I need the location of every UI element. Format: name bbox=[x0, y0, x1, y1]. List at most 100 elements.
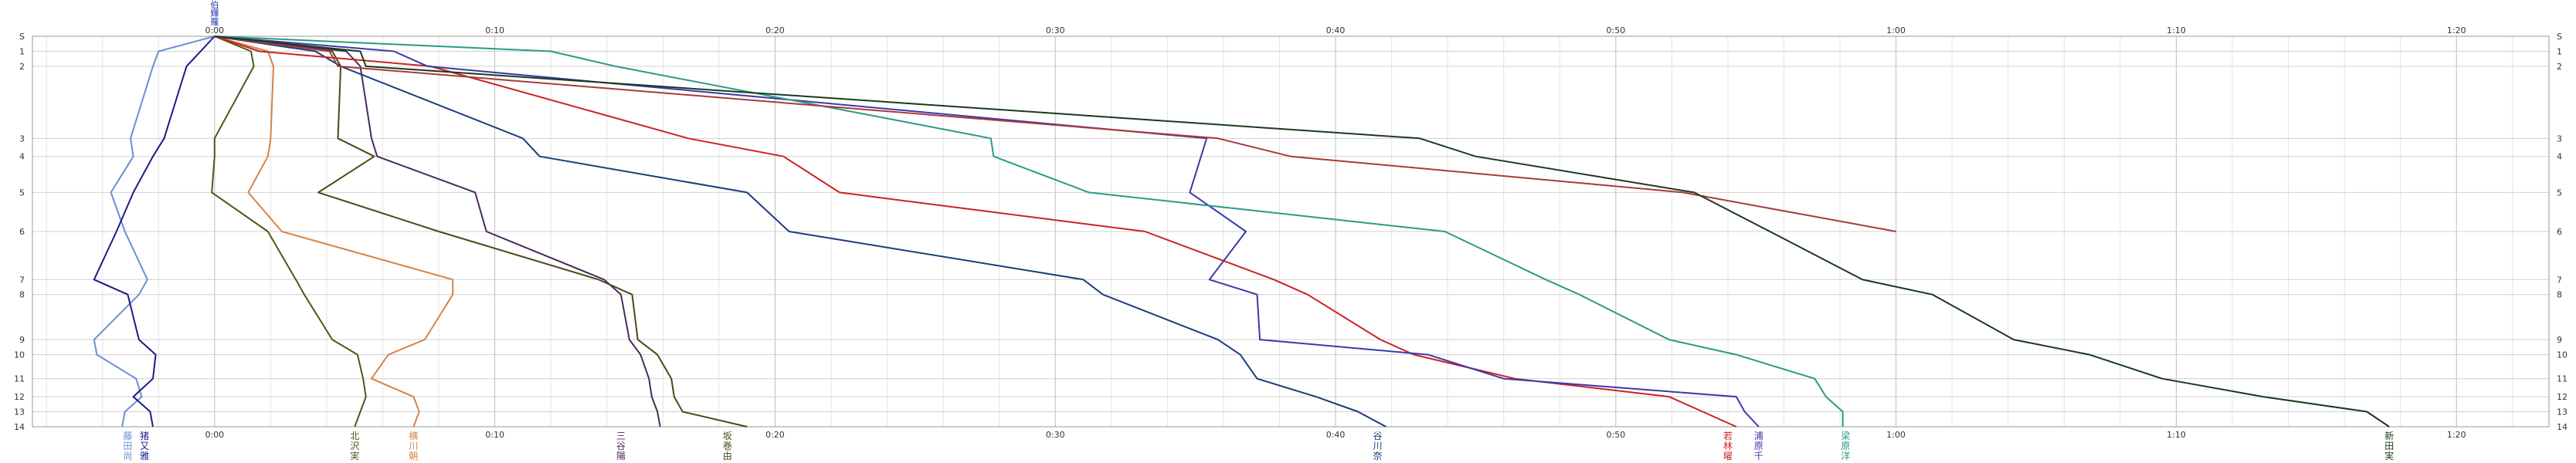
x-tick-label-top: 0:10 bbox=[485, 25, 504, 35]
top-marker-label: 伯 bbox=[210, 0, 219, 10]
x-tick-label-bottom: 1:20 bbox=[2447, 430, 2466, 440]
series-label-char: 田 bbox=[123, 441, 132, 451]
row-label-left: 9 bbox=[19, 335, 25, 345]
x-tick-label-bottom: 0:40 bbox=[1326, 430, 1346, 440]
row-label-left: S bbox=[19, 32, 25, 42]
row-label-right: 11 bbox=[2557, 374, 2568, 384]
x-tick-label-top: 1:00 bbox=[1886, 25, 1906, 35]
x-tick-label-top: 0:40 bbox=[1326, 25, 1346, 35]
row-label-right: 8 bbox=[2557, 290, 2562, 300]
x-tick-label-top: 0:30 bbox=[1046, 25, 1065, 35]
row-label-left: 3 bbox=[19, 133, 25, 144]
series-line bbox=[214, 35, 2390, 428]
series-label-char: 尚 bbox=[123, 451, 132, 461]
series-label-char: 実 bbox=[350, 450, 359, 461]
series-label-char: 梁 bbox=[1841, 430, 1850, 441]
series-label-char: 洋 bbox=[1841, 450, 1850, 461]
row-label-right: 3 bbox=[2557, 133, 2562, 144]
row-label-right: 13 bbox=[2557, 407, 2568, 417]
series-label-char: 沢 bbox=[350, 441, 359, 451]
series-line bbox=[211, 35, 367, 428]
x-tick-label-bottom: 0:00 bbox=[205, 430, 224, 440]
series-label-char: 陽 bbox=[616, 451, 626, 461]
row-label-right: 12 bbox=[2557, 392, 2568, 402]
top-markers: 伯輝羅 bbox=[210, 0, 219, 27]
row-label-right: 14 bbox=[2557, 422, 2568, 432]
row-label-right: 4 bbox=[2557, 152, 2562, 162]
x-tick-label-bottom: 0:30 bbox=[1046, 430, 1065, 440]
series-line bbox=[214, 35, 1760, 428]
series-label-char: 新 bbox=[2384, 430, 2394, 441]
series-label-char: 巻 bbox=[723, 441, 732, 451]
x-tick-label-top: 0:20 bbox=[765, 25, 785, 35]
x-tick-label-top: 1:20 bbox=[2447, 25, 2466, 35]
series-label-char: 実 bbox=[2384, 450, 2394, 461]
row-label-right: 7 bbox=[2557, 275, 2562, 285]
series-label-char: 川 bbox=[409, 441, 418, 451]
series-line bbox=[214, 35, 661, 428]
series-label-char: 北 bbox=[350, 431, 359, 441]
series-label-char: 横 bbox=[409, 431, 418, 441]
row-label-left: 8 bbox=[19, 290, 25, 300]
row-label-left: 12 bbox=[14, 392, 25, 402]
series-line bbox=[93, 35, 216, 428]
series-label-char: 谷 bbox=[1373, 431, 1382, 441]
series-line bbox=[214, 35, 1844, 427]
row-label-right: 6 bbox=[2557, 227, 2562, 237]
top-marker-label: 輝 bbox=[210, 8, 219, 19]
series-label-char: 浦 bbox=[1754, 431, 1763, 441]
x-tick-label-top: 0:00 bbox=[205, 25, 224, 35]
row-label-left: 10 bbox=[14, 350, 25, 360]
x-tick-labels: 0:00 0:00 0:10 0:10 0:20 0:20 0:30 0:30 0:40 0:40… bbox=[205, 25, 2466, 440]
major-gridlines bbox=[32, 36, 2549, 428]
row-label-left: 4 bbox=[19, 152, 25, 162]
series-label-char: 藤 bbox=[123, 431, 132, 441]
series-line bbox=[214, 35, 454, 428]
x-tick-label-top: 1:10 bbox=[2167, 25, 2186, 35]
row-label-left: 14 bbox=[14, 422, 25, 432]
series-label-char: 三 bbox=[616, 431, 626, 441]
row-label-right: 10 bbox=[2557, 350, 2568, 360]
series-label-char: 田 bbox=[2384, 441, 2394, 451]
series-line bbox=[214, 35, 1737, 428]
series-label-char: 雅 bbox=[140, 450, 149, 461]
row-label-left: 11 bbox=[14, 374, 25, 384]
row-label-left: 2 bbox=[19, 62, 25, 72]
series-label-char: 由 bbox=[723, 451, 732, 461]
series-line bbox=[214, 35, 748, 428]
x-tick-label-bottom: 1:00 bbox=[1886, 430, 1906, 440]
series-label-char: 曜 bbox=[1723, 451, 1733, 461]
row-label-right: 5 bbox=[2557, 188, 2562, 198]
series-label-char: 川 bbox=[1373, 441, 1382, 451]
x-tick-label-bottom: 1:10 bbox=[2167, 430, 2186, 440]
series-label-char: 原 bbox=[1754, 441, 1763, 451]
x-tick-label-top: 0:50 bbox=[1607, 25, 1626, 35]
series-label-char: 奈 bbox=[1373, 451, 1382, 461]
series-label-char: 原 bbox=[1841, 441, 1850, 451]
row-label-left: 7 bbox=[19, 275, 25, 285]
row-label-right: 2 bbox=[2557, 62, 2562, 72]
x-tick-label-bottom: 0:50 bbox=[1607, 430, 1626, 440]
series-lines bbox=[93, 35, 2390, 428]
row-label-left: 6 bbox=[19, 227, 25, 237]
series-line bbox=[214, 35, 1896, 232]
row-label-right: 1 bbox=[2557, 46, 2562, 56]
series-label-char: 若 bbox=[1723, 431, 1733, 441]
series-label-char: 猪 bbox=[140, 431, 149, 441]
series-label-char: 朝 bbox=[409, 451, 418, 461]
row-label-right: 9 bbox=[2557, 335, 2562, 345]
series-label-char: 谷 bbox=[616, 441, 626, 451]
row-label-left: 5 bbox=[19, 188, 25, 198]
top-marker-label: 羅 bbox=[210, 17, 219, 27]
series-label-char: 千 bbox=[1754, 451, 1763, 461]
row-label-left: 13 bbox=[14, 407, 25, 417]
row-label-left: 1 bbox=[19, 46, 25, 56]
row-label-right: S bbox=[2557, 32, 2562, 42]
x-tick-label-bottom: 0:20 bbox=[765, 430, 785, 440]
series-label-char: 林 bbox=[1723, 441, 1733, 451]
x-tick-label-bottom: 0:10 bbox=[485, 430, 504, 440]
series-line bbox=[214, 35, 1386, 428]
